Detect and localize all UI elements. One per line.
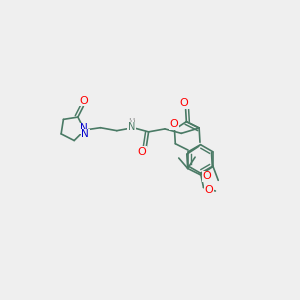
Text: O: O xyxy=(179,98,188,108)
Text: H: H xyxy=(128,118,135,127)
Text: O: O xyxy=(202,171,211,181)
Text: N: N xyxy=(128,122,136,132)
Text: O: O xyxy=(80,96,88,106)
Text: N: N xyxy=(81,129,89,139)
Text: O: O xyxy=(169,119,178,129)
Text: O: O xyxy=(205,185,213,195)
Text: N: N xyxy=(80,123,87,133)
Text: H: H xyxy=(129,120,135,129)
Text: N: N xyxy=(128,122,135,132)
Text: O: O xyxy=(137,147,146,157)
